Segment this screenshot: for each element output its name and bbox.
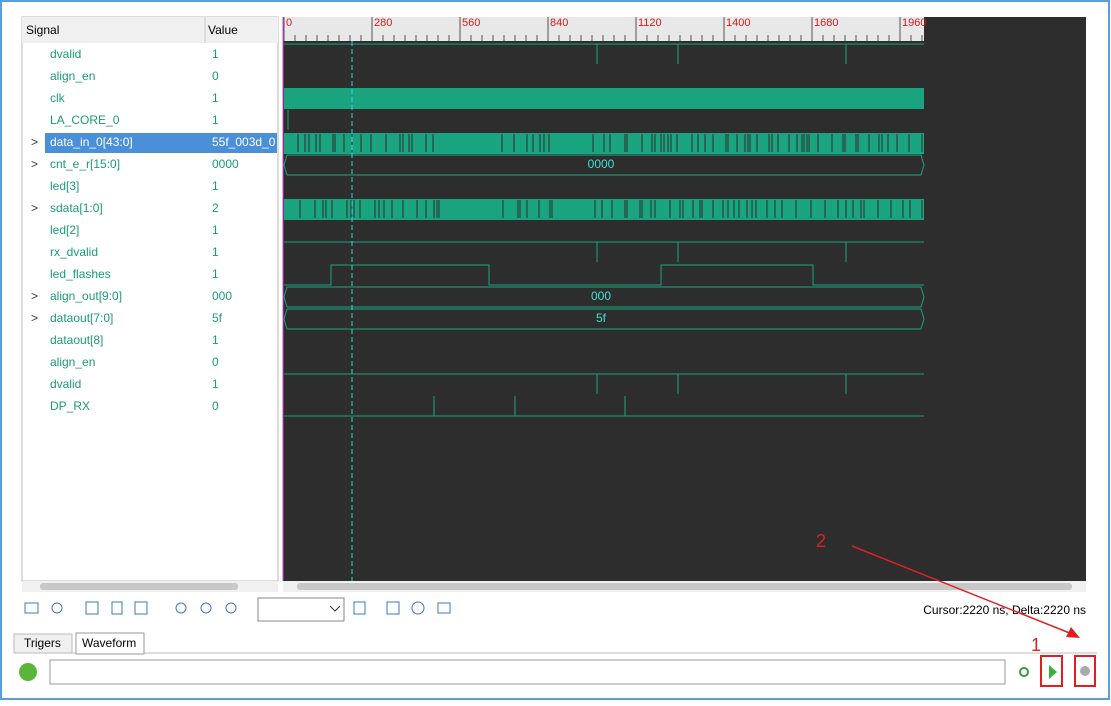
signal-name: align_en: [50, 69, 95, 83]
command-input[interactable]: [49, 659, 1006, 685]
ruler-label: 840: [550, 17, 568, 29]
ruler-label: 1960: [902, 17, 926, 29]
fullscreen-icon[interactable]: [386, 601, 400, 615]
clock: [284, 88, 924, 109]
zoom-out[interactable]: [200, 602, 212, 614]
highlight-box: [1074, 655, 1096, 687]
bus: [283, 286, 925, 308]
dropdown-arrow: [329, 605, 341, 612]
signal-name: led[2]: [50, 223, 79, 237]
signal-header-bg: [22, 17, 278, 43]
expander[interactable]: >: [31, 157, 38, 171]
signal-value: 1: [212, 333, 219, 347]
signal-value: 55f_003d_0: [212, 135, 276, 149]
signal-name: align_out[9:0]: [50, 289, 122, 303]
signal-value: 1: [212, 113, 219, 127]
signal-value: 0: [212, 355, 219, 369]
print-icon[interactable]: [437, 602, 451, 614]
signal-value: 0: [212, 69, 219, 83]
bus-label: 5f: [596, 311, 607, 325]
signal-value: 0000: [212, 157, 239, 171]
bus: [283, 154, 925, 176]
ruler-label: 1400: [726, 17, 750, 29]
signal-name: clk: [50, 91, 66, 105]
scroll-thumb[interactable]: [297, 583, 1072, 590]
bus-label: 0000: [588, 157, 615, 171]
signal-name: rx_dvalid: [50, 245, 98, 259]
signal-name: LA_CORE_0: [50, 113, 120, 127]
arrow-head: [1066, 627, 1080, 638]
tab-label[interactable]: Waveform: [82, 636, 136, 650]
signal-value: 000: [212, 289, 232, 303]
tab-active[interactable]: [75, 632, 145, 655]
icon[interactable]: [111, 601, 123, 615]
wave: [284, 264, 924, 286]
signal-value: 5f: [212, 311, 223, 325]
expander[interactable]: >: [31, 135, 38, 149]
bus: [283, 308, 925, 330]
signal-value: 2: [212, 201, 219, 215]
tab-label[interactable]: Trigers: [24, 636, 61, 650]
annotation: 2: [816, 531, 826, 551]
settings-icon[interactable]: [411, 601, 425, 615]
tab[interactable]: [13, 633, 73, 654]
annotation: 1: [1031, 635, 1041, 655]
ruler-label: 560: [462, 17, 480, 29]
signal-name: cnt_e_r[15:0]: [50, 157, 120, 171]
signal-value: 1: [212, 377, 219, 391]
start-icon[interactable]: [1049, 665, 1057, 679]
signal-name: DP_RX: [50, 399, 90, 413]
zoom-fit[interactable]: [225, 602, 237, 614]
expander[interactable]: >: [31, 311, 38, 325]
waveform-area: [283, 17, 1086, 581]
signal-name: dvalid: [50, 377, 81, 391]
ruler-label: 1120: [638, 17, 662, 29]
dense-bus: [284, 199, 924, 220]
signal-value: 1: [212, 223, 219, 237]
signal-name: sdata[1:0]: [50, 201, 103, 215]
signal-name: dvalid: [50, 47, 81, 61]
signal-header: Signal: [26, 23, 59, 37]
signal-name: led_flashes: [50, 267, 111, 281]
annotation-arrow: [851, 545, 1073, 635]
stop-icon[interactable]: [1080, 666, 1090, 676]
dropdown[interactable]: [257, 597, 345, 622]
toolbar: [24, 597, 451, 622]
signal-value: 1: [212, 47, 219, 61]
ruler-label: 1680: [814, 17, 838, 29]
signal-value: 0: [212, 399, 219, 413]
signal-name: dataout[8]: [50, 333, 103, 347]
expander[interactable]: >: [31, 289, 38, 303]
signal-value: 1: [212, 245, 219, 259]
ruler-end: [924, 17, 1086, 41]
value-header: Value: [208, 23, 238, 37]
signal-value: 1: [212, 179, 219, 193]
highlight-box: [1040, 655, 1063, 687]
status: Cursor:2220 ns, Delta:2220 ns: [923, 603, 1086, 617]
run-icon[interactable]: [19, 663, 37, 681]
signal-value: 1: [212, 91, 219, 105]
scroll-thumb[interactable]: [40, 583, 238, 590]
open-icon[interactable]: [24, 602, 39, 614]
bus-label: 000: [591, 289, 611, 303]
selected-row: [45, 133, 277, 153]
signal-name: align_en: [50, 355, 95, 369]
signal-value: 1: [212, 267, 219, 281]
refresh-icon[interactable]: [51, 602, 63, 614]
signal-name: led[3]: [50, 179, 79, 193]
signal-name: dataout[7:0]: [50, 311, 113, 325]
signal-name: data_in_0[43:0]: [50, 135, 133, 149]
expander[interactable]: >: [31, 201, 38, 215]
signal-panel: [21, 16, 279, 582]
icon[interactable]: [85, 601, 99, 615]
reload-icon[interactable]: [1019, 667, 1029, 677]
save-icon[interactable]: [134, 601, 148, 615]
ruler-label: 280: [374, 17, 392, 29]
find-icon[interactable]: [353, 601, 366, 615]
ruler-label: 0: [286, 17, 292, 29]
zoom-in[interactable]: [175, 602, 187, 614]
